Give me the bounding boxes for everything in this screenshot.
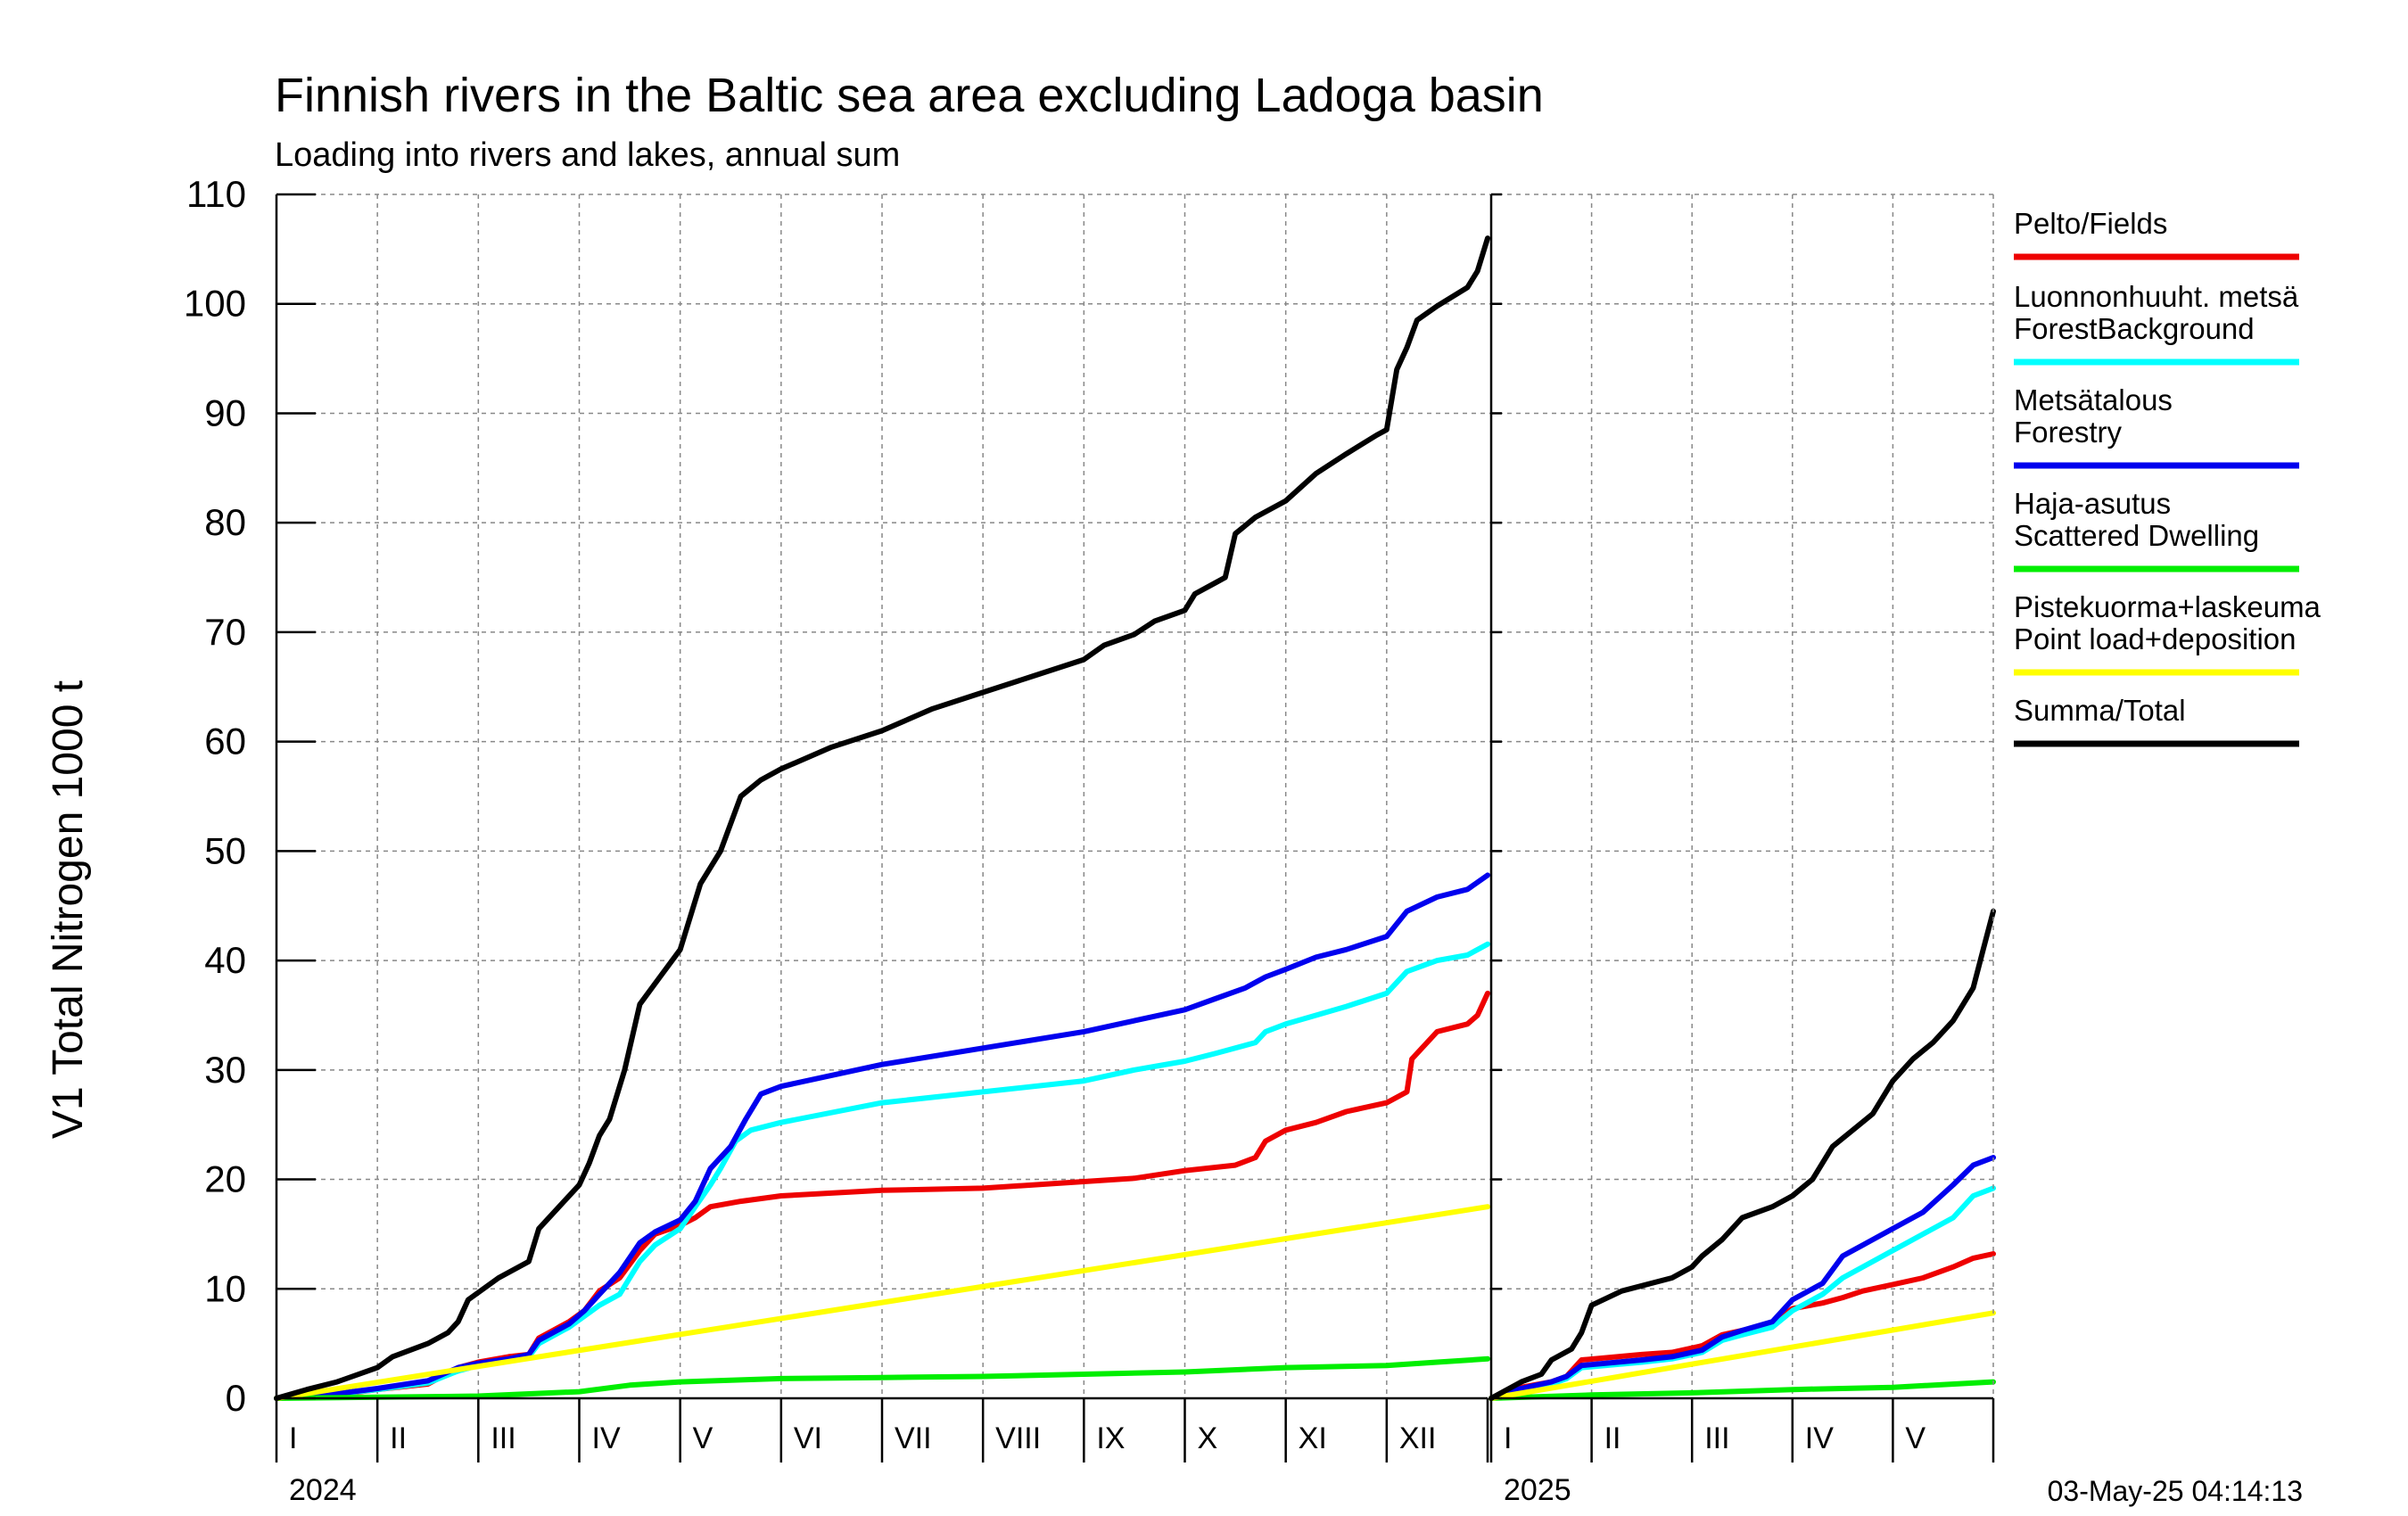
y-tick-label: 50 [204, 829, 246, 871]
month-label-II: II [1604, 1421, 1621, 1455]
timestamp: 03-May-25 04:14:13 [2048, 1475, 2303, 1507]
series-line-forestry-2024 [274, 872, 1490, 1401]
y-tick-label: 100 [184, 283, 246, 325]
chart-subtitle: Loading into rivers and lakes, annual su… [275, 136, 900, 174]
month-label-I: I [1504, 1421, 1512, 1455]
legend-label-fields: Pelto/Fields [2014, 207, 2167, 240]
legend-label-total: Summa/Total [2014, 694, 2186, 727]
series-line-point_load-2024 [274, 1204, 1490, 1401]
month-label-V: V [1905, 1421, 1926, 1455]
chart-title: Finnish rivers in the Baltic sea area ex… [275, 69, 1544, 122]
month-label-V: V [693, 1421, 713, 1455]
month-label-XII: XII [1399, 1421, 1437, 1455]
legend-label-scattered_dwelling: Scattered Dwelling [2014, 519, 2259, 552]
month-label-III: III [491, 1421, 515, 1455]
series-lines [274, 235, 1996, 1401]
series-line-point_load-2025 [1489, 1310, 1996, 1401]
y-tick-label: 40 [204, 939, 246, 981]
y-tick-label: 30 [204, 1049, 246, 1091]
y-tick-label: 80 [204, 501, 246, 543]
month-label-II: II [390, 1421, 407, 1455]
y-tick-label: 60 [204, 721, 246, 762]
month-label-X: X [1198, 1421, 1218, 1455]
month-label-VI: VI [794, 1421, 822, 1455]
month-label-VII: VII [895, 1421, 932, 1455]
y-axis-label: V1 Total Nitrogen 1000 t [45, 680, 92, 1139]
y-tick-label: 10 [204, 1267, 246, 1309]
legend-label-forestry: Metsätalous [2014, 383, 2173, 416]
series-line-forestry-2025 [1489, 1155, 1996, 1401]
legend-label-forestry: Forestry [2014, 416, 2123, 449]
month-label-XI: XI [1299, 1421, 1327, 1455]
legend: Pelto/Fields Luonnonhuuht. metsäForestBac… [2014, 207, 2321, 747]
series-line-scattered_dwelling-2025 [1489, 1379, 1996, 1401]
series-line-scattered_dwelling-2024 [274, 1355, 1490, 1401]
y-tick-label: 90 [204, 391, 246, 433]
legend-label-scattered_dwelling: Haja-asutus [2014, 487, 2171, 520]
series-line-total-2024 [274, 235, 1490, 1401]
month-label-I: I [289, 1421, 297, 1455]
grid-lines [276, 194, 1993, 1399]
legend-label-forest_background: Luonnonhuuht. metsä [2014, 280, 2299, 313]
month-label-IV: IV [592, 1421, 621, 1455]
series-line-total-2025 [1489, 908, 1996, 1401]
month-label-IX: IX [1096, 1421, 1125, 1455]
y-tick-label: 0 [226, 1377, 246, 1419]
y-tick-label: 70 [204, 611, 246, 653]
month-label-IV: IV [1805, 1421, 1834, 1455]
legend-label-point_load: Pistekuorma+laskeuma [2014, 590, 2321, 623]
y-tick-label: 20 [204, 1158, 246, 1200]
month-label-VIII: VIII [995, 1421, 1041, 1455]
legend-label-forest_background: ForestBackground [2014, 312, 2255, 345]
y-tick-label: 110 [186, 173, 246, 215]
legend-label-point_load: Point load+deposition [2014, 622, 2297, 655]
month-label-III: III [1704, 1421, 1729, 1455]
year-label-2025: 2025 [1504, 1473, 1571, 1507]
year-label-2024: 2024 [289, 1473, 357, 1507]
